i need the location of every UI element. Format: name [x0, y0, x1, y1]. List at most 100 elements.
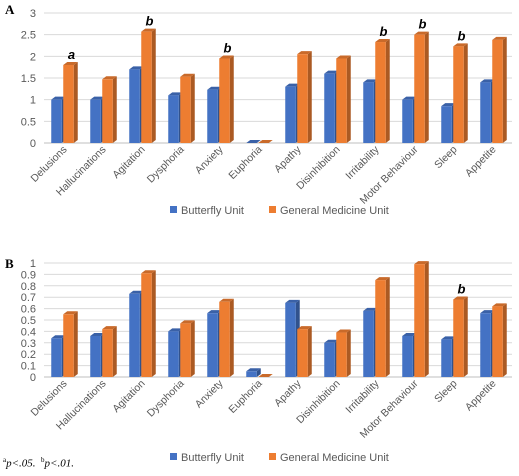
footnote-a-text: p<.05.	[6, 457, 36, 470]
bar-top	[402, 332, 417, 336]
bar-top	[102, 326, 117, 330]
bar-front	[207, 313, 218, 377]
bar-side	[256, 368, 261, 377]
footnote-a-mark: a	[3, 456, 7, 464]
bar-side	[424, 261, 429, 377]
bar-top	[480, 310, 495, 314]
legend-item-butterfly-unit: Butterfly Unit	[170, 205, 244, 217]
bar-side	[229, 55, 234, 143]
y-tick-label: 0.7	[21, 292, 36, 304]
legend-swatch	[170, 206, 177, 213]
bar-front	[324, 342, 335, 377]
bar-front	[246, 371, 257, 377]
panel-label: B	[5, 256, 14, 271]
bar-general-medicine-unit-sleep	[453, 43, 468, 143]
bar-top	[246, 140, 261, 143]
bar-general-medicine-unit-delusions	[63, 311, 78, 377]
bar-front	[180, 76, 191, 143]
legend-item-general-medicine-unit: General Medicine Unit	[269, 205, 389, 217]
bar-front	[63, 65, 74, 143]
y-tick-label: 3	[30, 8, 36, 20]
bar-front	[453, 299, 464, 377]
legend: Butterfly Unit General Medicine Unit	[170, 205, 389, 217]
bar-general-medicine-unit-disinhibition	[336, 329, 351, 377]
category-label-anxiety: Anxiety	[193, 377, 226, 410]
bar-top	[363, 79, 378, 83]
bar-side	[307, 51, 312, 143]
bar-general-medicine-unit-delusions	[63, 62, 78, 143]
bar-side	[151, 28, 156, 144]
bar-front	[207, 89, 218, 143]
bar-top	[180, 320, 195, 324]
category-label-anxiety: Anxiety	[193, 143, 226, 176]
category-label-appetite: Appetite	[463, 144, 499, 180]
bar-general-medicine-unit-motor-behaviour	[414, 261, 429, 377]
bar-side	[190, 320, 195, 377]
bar-top	[207, 310, 222, 314]
bar-top	[168, 92, 183, 96]
y-tick-label: 2.5	[21, 30, 36, 42]
bar-front	[363, 310, 374, 377]
bar-front	[453, 46, 464, 143]
bar-top	[63, 311, 78, 315]
legend-item-general-medicine-unit: General Medicine Unit	[269, 452, 389, 464]
bar-front	[168, 95, 179, 143]
bar-top	[324, 339, 339, 343]
bar-top	[375, 277, 390, 281]
significance-mark: b	[419, 17, 427, 32]
bar-general-medicine-unit-irritability	[375, 277, 390, 377]
bar-front	[90, 99, 101, 143]
significance-mark: b	[380, 24, 388, 39]
bar-front	[324, 73, 335, 143]
bar-side	[151, 270, 156, 377]
category-label-irritability: Irritability	[343, 143, 382, 182]
bar-top	[492, 36, 507, 40]
bar-general-medicine-unit-dysphoria	[180, 73, 195, 143]
significance-mark: b	[458, 281, 466, 296]
bar-front	[402, 99, 413, 143]
bar-top	[141, 28, 156, 32]
bar-front	[441, 339, 452, 377]
footnote-b-text: p<.01.	[44, 457, 74, 470]
bar-side	[190, 73, 195, 143]
y-tick-label: 0	[30, 372, 36, 384]
bar-front	[414, 34, 425, 143]
bar-top	[141, 270, 156, 274]
category-label-dysphoria: Dysphoria	[145, 144, 187, 186]
y-tick-label: 0.4	[21, 326, 36, 338]
y-tick-label: 0.8	[21, 281, 36, 293]
bar-front	[219, 58, 230, 143]
bar-front	[363, 82, 374, 143]
category-label-euphoria: Euphoria	[226, 378, 264, 416]
bar-front	[375, 280, 386, 377]
bar-general-medicine-unit-anxiety	[219, 298, 234, 377]
bar-top	[129, 290, 144, 294]
bar-top	[285, 83, 300, 87]
bar-side	[112, 326, 117, 377]
bar-side	[502, 303, 507, 377]
bar-top	[285, 299, 300, 303]
bar-butterfly-unit-euphoria	[246, 140, 261, 143]
legend-label: Butterfly Unit	[181, 452, 244, 464]
bar-front	[492, 39, 503, 143]
bar-general-medicine-unit-agitation	[141, 28, 156, 144]
bar-front	[297, 329, 308, 377]
legend-swatch	[269, 206, 276, 213]
bar-top	[258, 140, 273, 143]
y-tick-label: 1	[30, 95, 36, 107]
y-tick-label: 0.5	[21, 116, 36, 128]
y-tick-label: 1.5	[21, 73, 36, 85]
bar-top	[51, 96, 66, 100]
bar-side	[73, 62, 78, 143]
bar-front	[492, 306, 503, 377]
bar-top	[492, 303, 507, 307]
bar-front	[336, 58, 347, 143]
significance-mark: b	[224, 41, 232, 56]
bar-top	[336, 329, 351, 333]
bar-front	[285, 302, 296, 377]
bar-side	[424, 31, 429, 144]
bar-front	[480, 313, 491, 377]
bar-general-medicine-unit-sleep	[453, 296, 468, 377]
bar-top	[63, 62, 78, 65]
